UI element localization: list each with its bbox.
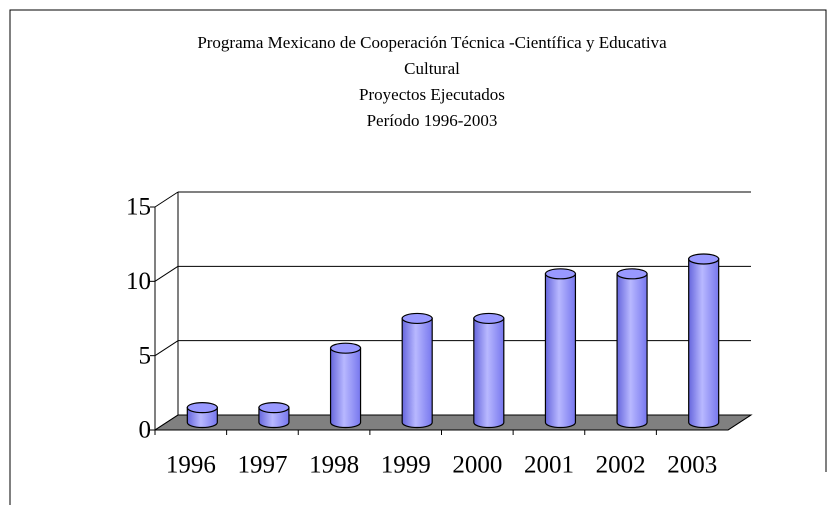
bar-top [544,268,577,280]
bar-top [688,253,720,265]
bar [616,268,648,429]
bar [401,312,433,429]
wall-grid-diagonal [154,414,179,431]
title-line: Programa Mexicano de Cooperación Técnica… [197,33,667,52]
bar-body [258,407,290,429]
x-tick-label: 1998 [309,452,359,479]
bar [186,402,218,429]
title-line: Proyectos Ejecutados [359,85,505,104]
floor [153,414,753,431]
bar-top [329,342,362,354]
wall-grid-diagonal [154,265,179,282]
bar-body [688,258,720,429]
chart-frame [9,9,827,505]
bar [544,268,577,429]
bar-top [616,268,648,280]
wall-grid-diagonal [154,191,179,208]
x-tick-label: 1997 [237,452,287,479]
bar [329,342,362,429]
x-tick-label: 2000 [452,452,502,479]
wall-grid-diagonal [154,340,179,357]
chart-title: Programa Mexicano de Cooperación Técnica… [197,33,667,130]
bar-body [186,407,218,429]
bar [258,402,290,429]
bar [688,253,720,429]
bar-body [616,273,648,429]
y-tick-label: 0 [139,417,152,444]
bar-top [473,312,505,325]
y-tick-label: 5 [139,342,152,369]
bar-body [473,317,505,429]
y-tick-label: 10 [126,268,151,295]
bar-top [258,402,290,414]
y-tick-label: 15 [126,194,151,221]
bar-body [544,273,577,429]
x-tick-label: 1999 [381,452,431,479]
title-line: Cultural [404,59,460,78]
bar-body [401,317,433,429]
bar-body [329,347,362,429]
title-line: Período 1996-2003 [367,111,498,130]
bar-top [401,312,433,325]
floor-edge [727,414,752,431]
bar-top [186,402,218,414]
x-tick-label: 1996 [166,452,216,479]
x-tick-label: 2001 [524,452,574,479]
x-tick-label: 2002 [596,452,646,479]
bar [473,312,505,429]
x-tick-label: 2003 [667,452,717,479]
